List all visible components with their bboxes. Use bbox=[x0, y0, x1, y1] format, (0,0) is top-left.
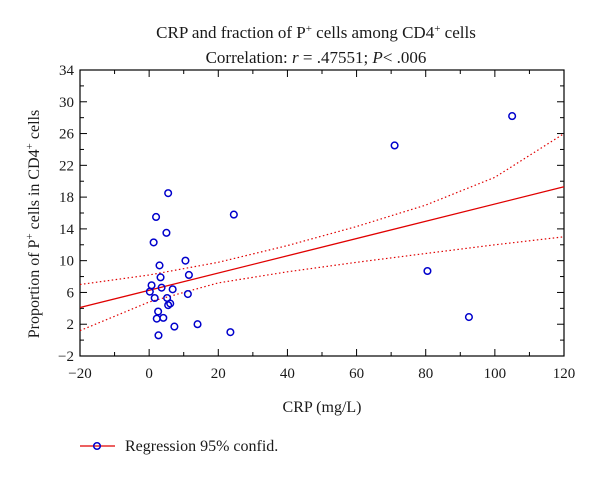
x-tick-label: 40 bbox=[280, 366, 295, 382]
x-tick-label: 100 bbox=[484, 366, 507, 382]
chart-subtitle: Correlation: r = .47551; P< .006 bbox=[206, 48, 427, 67]
data-point bbox=[184, 270, 193, 280]
y-tick-label: 10 bbox=[59, 254, 74, 270]
data-point bbox=[508, 112, 517, 121]
confidence-upper-curve bbox=[79, 133, 565, 286]
x-tick-label: 120 bbox=[553, 366, 576, 382]
regression-line bbox=[79, 186, 565, 309]
data-point bbox=[150, 293, 159, 303]
data-point bbox=[157, 283, 166, 292]
data-point bbox=[181, 256, 190, 265]
data-point bbox=[229, 210, 238, 219]
data-point bbox=[164, 189, 173, 198]
data-point bbox=[226, 328, 235, 337]
data-point bbox=[390, 141, 399, 150]
data-point bbox=[152, 212, 161, 222]
data-point bbox=[423, 266, 432, 276]
data-point bbox=[193, 320, 202, 329]
confidence-lower-curve bbox=[79, 236, 565, 332]
data-point bbox=[145, 287, 154, 296]
plot-frame bbox=[79, 69, 565, 357]
data-point bbox=[183, 289, 192, 299]
data-point bbox=[164, 301, 173, 310]
y-axis-label: Proportion of P+ cells in CD4+ cells bbox=[24, 110, 43, 338]
data-point bbox=[166, 299, 175, 308]
y-tick-label: −2 bbox=[58, 349, 74, 365]
data-point bbox=[155, 261, 164, 270]
y-tick-label: 26 bbox=[59, 127, 75, 143]
data-point bbox=[170, 322, 179, 331]
legend-marker bbox=[92, 441, 102, 451]
data-point bbox=[168, 285, 177, 294]
y-tick-label: 2 bbox=[67, 317, 75, 333]
y-tick-label: 30 bbox=[59, 95, 74, 111]
data-point bbox=[147, 281, 156, 290]
x-tick-label: 80 bbox=[418, 366, 433, 382]
x-tick-label: 60 bbox=[349, 366, 364, 382]
data-point bbox=[152, 314, 161, 323]
legend-label: Regression 95% confid. bbox=[125, 438, 278, 455]
x-tick-label: 20 bbox=[211, 366, 226, 382]
x-tick-label: −20 bbox=[68, 366, 91, 382]
data-point bbox=[149, 238, 158, 247]
y-tick-label: 22 bbox=[59, 158, 74, 174]
data-point bbox=[154, 331, 163, 340]
data-point bbox=[162, 228, 171, 237]
data-point bbox=[154, 307, 163, 316]
y-tick-label: 18 bbox=[59, 190, 74, 206]
data-point bbox=[464, 313, 473, 322]
y-tick-label: 14 bbox=[59, 222, 75, 238]
chart-title: CRP and fraction of P+ cells among CD4+ … bbox=[156, 23, 476, 42]
data-point bbox=[156, 273, 165, 282]
legend: Regression 95% confid. bbox=[80, 438, 278, 455]
data-point bbox=[159, 313, 168, 322]
x-tick-label: 0 bbox=[145, 366, 153, 382]
x-axis-label: CRP (mg/L) bbox=[283, 399, 362, 416]
y-tick-label: 34 bbox=[59, 63, 75, 79]
y-tick-label: 6 bbox=[67, 285, 75, 301]
